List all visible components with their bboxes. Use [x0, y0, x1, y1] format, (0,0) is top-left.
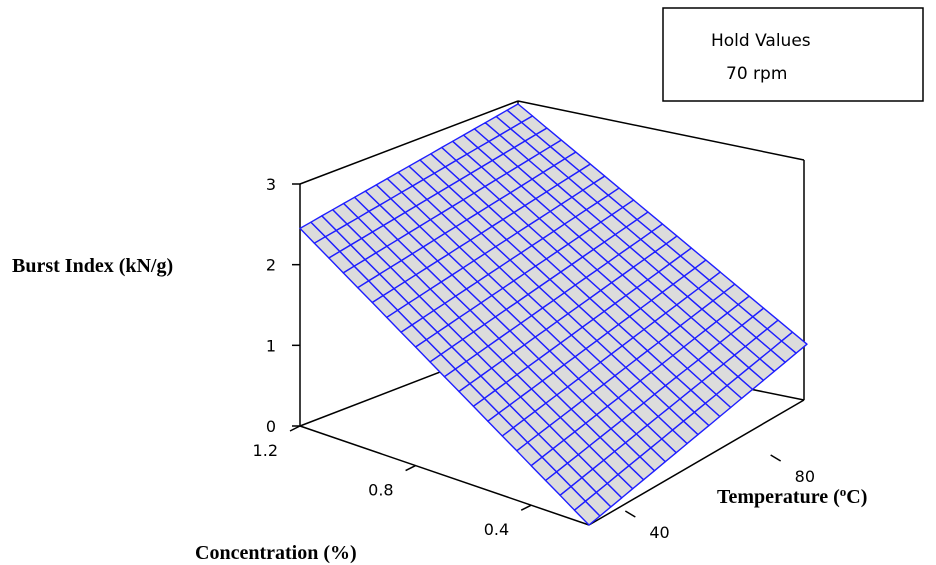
concentration-tick-mark	[405, 464, 416, 472]
concentration-axis-ticks: 1.2 0.8 0.4	[253, 425, 532, 539]
y-axis-title: Temperature (oC)	[717, 484, 867, 509]
y-axis-title-part1: Temperature (	[717, 486, 840, 508]
temperature-axis-line	[588, 399, 805, 526]
response-surface	[299, 103, 808, 526]
temperature-axis-ticks: 80 40	[624, 454, 815, 542]
z-tick-label: 3	[266, 175, 276, 194]
z-tick-label: 2	[266, 256, 276, 275]
concentration-axis-line	[299, 425, 590, 526]
temperature-tick-mark	[624, 510, 636, 518]
concentration-tick-mark	[520, 504, 532, 511]
z-tick-label: 1	[266, 336, 276, 355]
hold-values-frame	[662, 7, 924, 102]
front-axes	[299, 399, 805, 526]
z-tick-label: 0	[266, 417, 276, 436]
temperature-tick-mark	[770, 454, 782, 462]
temperature-tick-label: 80	[795, 467, 815, 486]
surface-cell	[573, 500, 601, 526]
z-axis-title: Burst Index (kN/g)	[12, 255, 173, 277]
hold-values-box: Hold Values 70 rpm	[662, 7, 924, 102]
y-axis-title-superscript: o	[840, 484, 847, 499]
left-wall-top-edge	[299, 100, 519, 185]
hold-values-title: Hold Values	[711, 31, 811, 51]
concentration-tick-mark	[289, 425, 301, 432]
x-axis-title: Concentration (%)	[195, 542, 357, 564]
y-axis-title-part2: C)	[846, 486, 867, 508]
concentration-tick-label: 0.4	[484, 520, 509, 539]
z-axis-ticks: 3 2 1 0	[266, 175, 300, 436]
concentration-tick-label: 1.2	[253, 441, 278, 460]
right-wall-top-edge	[517, 100, 805, 161]
concentration-tick-label: 0.8	[368, 481, 393, 500]
temperature-tick-label: 40	[649, 523, 669, 542]
hold-values-value: 70 rpm	[726, 64, 787, 84]
